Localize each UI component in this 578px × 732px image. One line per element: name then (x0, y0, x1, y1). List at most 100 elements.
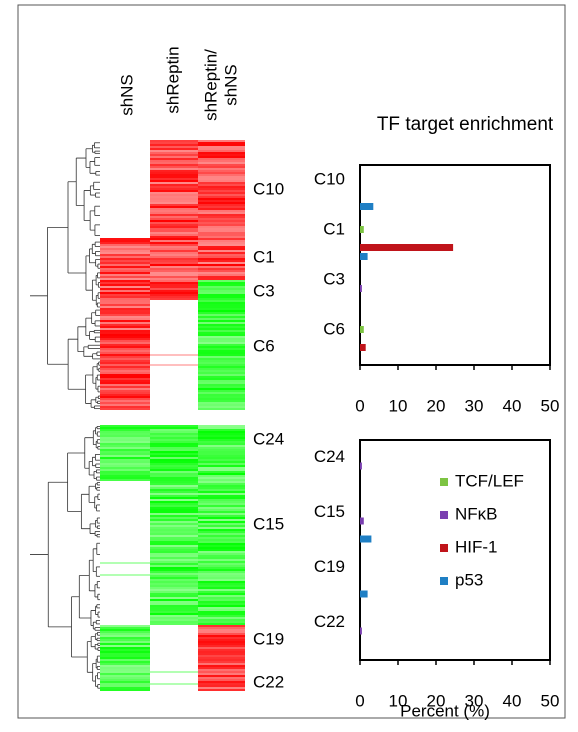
y-tick-label: C24 (314, 447, 345, 466)
heat-row (198, 390, 245, 392)
heat-row (198, 206, 245, 208)
heat-row (198, 429, 245, 431)
heat-row (198, 589, 245, 591)
heat-row (100, 669, 150, 671)
heat-row (100, 461, 150, 463)
heat-row (100, 463, 150, 465)
heat-row (100, 677, 150, 679)
heat-row (150, 220, 198, 222)
dend-branch (47, 181, 69, 274)
heat-row (198, 505, 245, 507)
heat-row (198, 392, 245, 394)
dend-branch (84, 210, 91, 231)
heat-row (150, 453, 198, 455)
heat-row (150, 477, 198, 479)
heat-row (198, 404, 245, 406)
heat-row (150, 354, 198, 356)
dend-branch (81, 486, 90, 503)
dend-branch (94, 594, 99, 600)
heat-row (150, 172, 198, 174)
heat-row (198, 186, 245, 188)
heat-row (198, 320, 245, 322)
heat-row (100, 300, 150, 302)
heat-row (150, 573, 198, 575)
heat-row (198, 497, 245, 499)
heat-row (150, 509, 198, 511)
heat-row (150, 274, 198, 276)
heat-row (198, 394, 245, 396)
heat-row (150, 551, 198, 553)
heat-row (150, 292, 198, 294)
dend-branch (89, 259, 97, 267)
heat-row (150, 234, 198, 236)
heat-row (150, 465, 198, 467)
heat-row (198, 316, 245, 318)
heat-row (150, 431, 198, 433)
x-tick-label: 0 (355, 396, 364, 415)
heat-row (150, 200, 198, 202)
heat-row (100, 427, 150, 429)
heat-row (150, 507, 198, 509)
heat-row (150, 585, 198, 587)
heat-row (100, 358, 150, 360)
heat-row (198, 360, 245, 362)
heat-row (100, 322, 150, 324)
heat-row (198, 527, 245, 529)
heat-row (150, 475, 198, 477)
heat-row (198, 461, 245, 463)
heat-row (100, 645, 150, 647)
heat-row (198, 312, 245, 314)
heat-row (150, 174, 198, 176)
heat-row (198, 673, 245, 675)
heat-row (198, 190, 245, 192)
column-label: shNS (221, 64, 240, 106)
y-tick-label: C19 (314, 557, 345, 576)
heat-row (198, 306, 245, 308)
heat-row (198, 170, 245, 172)
heat-row (150, 425, 198, 427)
heat-row (198, 270, 245, 272)
heat-row (198, 342, 245, 344)
dend-branch (68, 158, 77, 206)
heat-row (100, 350, 150, 352)
heat-row (198, 425, 245, 427)
heat-row (198, 376, 245, 378)
heat-row (198, 561, 245, 563)
heat-row (100, 406, 150, 408)
heat-row (198, 531, 245, 533)
dend-branch (85, 366, 94, 384)
heat-row (198, 657, 245, 659)
heat-row (100, 336, 150, 338)
dend-branch (30, 482, 49, 627)
heat-row (100, 437, 150, 439)
heat-row (100, 368, 150, 370)
heat-row (198, 374, 245, 376)
heat-row (198, 398, 245, 400)
heat-row (198, 617, 245, 619)
heat-row (150, 511, 198, 513)
dend-branch (90, 531, 96, 536)
heat-row (198, 475, 245, 477)
heat-row (198, 354, 245, 356)
heat-row (150, 501, 198, 503)
heat-row (150, 154, 198, 156)
heat-row (150, 210, 198, 212)
heat-row (198, 493, 245, 495)
heat-row (198, 587, 245, 589)
dend-branch (95, 517, 98, 524)
heat-row (100, 304, 150, 306)
heat-row (100, 282, 150, 284)
heat-row (100, 685, 150, 687)
heat-row (198, 631, 245, 633)
heat-row (150, 296, 198, 298)
heat-row (198, 437, 245, 439)
heat-row (198, 400, 245, 402)
heat-row (198, 188, 245, 190)
legend-swatch (440, 577, 448, 585)
heat-row (198, 214, 245, 216)
heat-row (198, 655, 245, 657)
heat-row (198, 557, 245, 559)
bar (360, 326, 364, 333)
dend-branch (68, 255, 87, 291)
heat-row (150, 497, 198, 499)
